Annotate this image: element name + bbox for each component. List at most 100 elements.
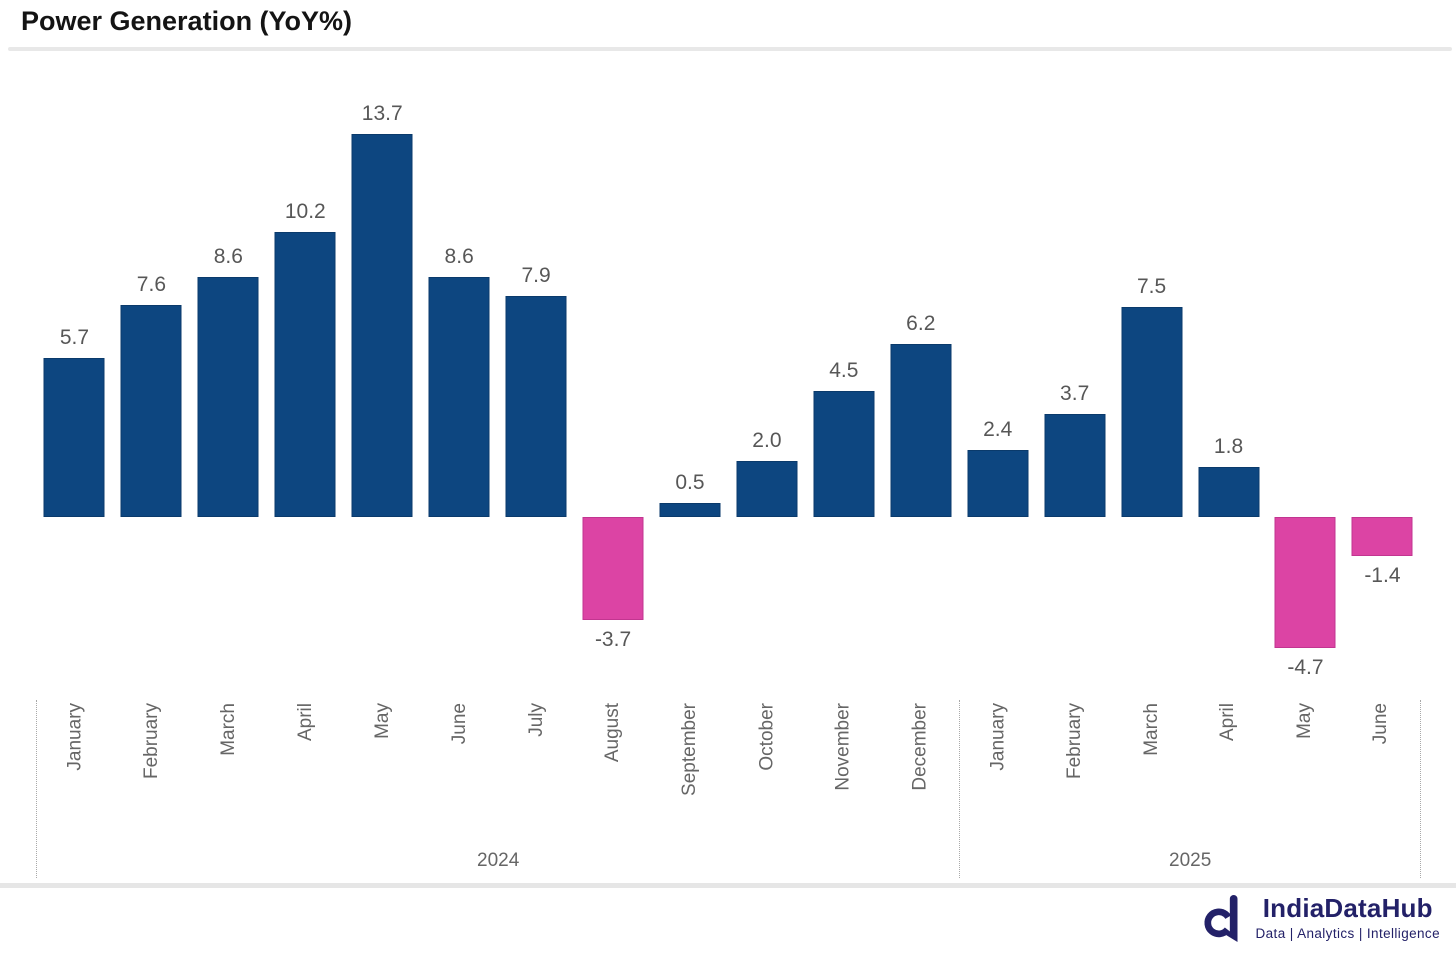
bar-january-2025 [967, 449, 1029, 517]
bar-cell-september-2024: 0.5 [652, 60, 729, 700]
month-cell-november-2024: November [806, 700, 883, 840]
bar-may-2024 [351, 134, 413, 517]
month-label-february-2024: February [141, 703, 163, 780]
month-cell-september-2024: September [652, 700, 729, 840]
bar-value-january-2024: 5.7 [59, 325, 90, 349]
month-cell-february-2024: February [114, 700, 191, 840]
bar-value-may-2025: -4.7 [1287, 656, 1324, 680]
year-group-2025: January February March April May June 2025 [959, 700, 1421, 878]
bar-value-june-2024: 8.6 [444, 244, 474, 268]
bar-february-2025 [1044, 413, 1106, 517]
month-label-march-2024: March [218, 703, 240, 756]
month-label-april-2024: April [295, 703, 317, 742]
month-label-september-2024: September [679, 703, 701, 796]
month-cell-april-2025: April [1190, 700, 1267, 840]
bar-cell-april-2024: 10.2 [267, 60, 344, 700]
month-label-august-2024: August [602, 703, 624, 763]
month-cell-july-2024: July [498, 700, 575, 840]
bar-july-2024 [505, 296, 567, 517]
bar-value-march-2025: 7.5 [1136, 275, 1167, 299]
bar-cell-february-2025: 3.7 [1036, 60, 1113, 700]
bar-september-2024 [659, 503, 721, 517]
bar-cell-may-2024: 13.7 [344, 60, 421, 700]
bar-cell-june-2024: 8.6 [421, 60, 498, 700]
title-divider [8, 47, 1452, 51]
indiadatahub-d-mark-icon [1204, 895, 1238, 942]
month-label-december-2024: December [909, 703, 931, 791]
bar-cell-may-2025: -4.7 [1267, 60, 1344, 700]
bar-value-september-2024: 0.5 [675, 471, 705, 495]
footer-brand-block: IndiaDataHub Data | Analytics | Intellig… [1255, 893, 1440, 941]
bar-cell-april-2025: 1.8 [1190, 60, 1267, 700]
bar-value-august-2024: -3.7 [594, 628, 632, 652]
bar-value-april-2024: 10.2 [284, 199, 326, 223]
month-cell-august-2024: August [575, 700, 652, 840]
month-cell-april-2024: April [268, 700, 345, 840]
bar-value-june-2025: -1.4 [1364, 564, 1401, 588]
month-cell-january-2025: January [960, 700, 1037, 840]
chart-title: Power Generation (YoY%) [21, 6, 353, 36]
month-label-may-2024: May [371, 703, 393, 739]
bar-cell-august-2024: -3.7 [575, 60, 652, 700]
bar-cell-march-2025: 7.5 [1113, 60, 1190, 700]
brand-name: IndiaDataHub [1262, 893, 1433, 923]
bar-cell-november-2024: 4.5 [805, 60, 882, 700]
month-label-july-2024: July [525, 703, 547, 737]
month-cell-march-2024: March [191, 700, 268, 840]
month-label-june-2024: June [448, 703, 470, 745]
bar-april-2024 [274, 231, 336, 517]
month-cell-october-2024: October [729, 700, 806, 840]
bar-cell-december-2024: 6.2 [882, 60, 959, 700]
bar-february-2024 [120, 304, 182, 517]
year-label-2024: 2024 [477, 850, 520, 871]
bar-value-january-2025: 2.4 [983, 417, 1013, 441]
bar-value-february-2025: 3.7 [1060, 381, 1090, 405]
bar-cell-march-2024: 8.6 [190, 60, 267, 700]
month-cell-may-2024: May [344, 700, 421, 840]
bar-cell-january-2025: 2.4 [959, 60, 1036, 700]
bottom-divider [0, 883, 1456, 888]
bar-plot-area: 5.7 7.6 8.6 10.2 13.7 8.6 7.9 -3.7 0.5 2.0 4.5 6.2 2… [36, 60, 1421, 700]
month-label-may-2025: May [1294, 703, 1316, 739]
month-cell-march-2025: March [1114, 700, 1191, 840]
bar-december-2024 [890, 343, 952, 517]
month-label-march-2025: March [1140, 703, 1162, 756]
month-label-january-2025: January [987, 703, 1009, 771]
bar-cell-february-2024: 7.6 [113, 60, 190, 700]
footer-logo: IndiaDataHub Data | Analytics | Intellig… [1203, 893, 1440, 945]
bar-august-2024 [582, 517, 644, 621]
bar-cell-january-2024: 5.7 [36, 60, 113, 700]
bar-cell-july-2024: 7.9 [498, 60, 575, 700]
bar-may-2025 [1274, 517, 1336, 649]
x-axis: January February March April May June July Augu… [36, 700, 1421, 878]
month-label-october-2024: October [756, 703, 778, 771]
month-label-june-2025: June [1370, 703, 1392, 745]
bar-april-2025 [1198, 466, 1260, 517]
bar-march-2024 [197, 276, 259, 517]
bar-value-december-2024: 6.2 [906, 311, 936, 335]
month-cell-january-2024: January [37, 700, 114, 840]
month-label-february-2025: February [1064, 703, 1086, 780]
bar-march-2025 [1121, 307, 1183, 517]
month-label-april-2025: April [1217, 703, 1239, 742]
bar-june-2024 [428, 276, 490, 517]
bar-value-may-2024: 13.7 [361, 102, 403, 126]
month-cell-june-2024: June [421, 700, 498, 840]
bar-june-2025 [1351, 517, 1413, 557]
bar-value-april-2025: 1.8 [1213, 434, 1244, 458]
month-cell-december-2024: December [882, 700, 959, 840]
bar-value-march-2024: 8.6 [213, 244, 243, 268]
bar-cell-june-2025: -1.4 [1344, 60, 1421, 700]
month-label-january-2024: January [64, 703, 86, 771]
bar-value-february-2024: 7.6 [136, 272, 167, 296]
bar-value-july-2024: 7.9 [521, 264, 551, 288]
month-cell-february-2025: February [1037, 700, 1114, 840]
month-label-row-2025: January February March April May June [960, 700, 1420, 840]
brand-tagline: Data | Analytics | Intelligence [1255, 926, 1440, 941]
month-cell-may-2025: May [1267, 700, 1344, 840]
bar-cell-october-2024: 2.0 [728, 60, 805, 700]
month-label-november-2024: November [833, 703, 855, 791]
bar-november-2024 [813, 391, 875, 517]
bar-october-2024 [736, 461, 798, 517]
month-cell-june-2025: June [1343, 700, 1420, 840]
